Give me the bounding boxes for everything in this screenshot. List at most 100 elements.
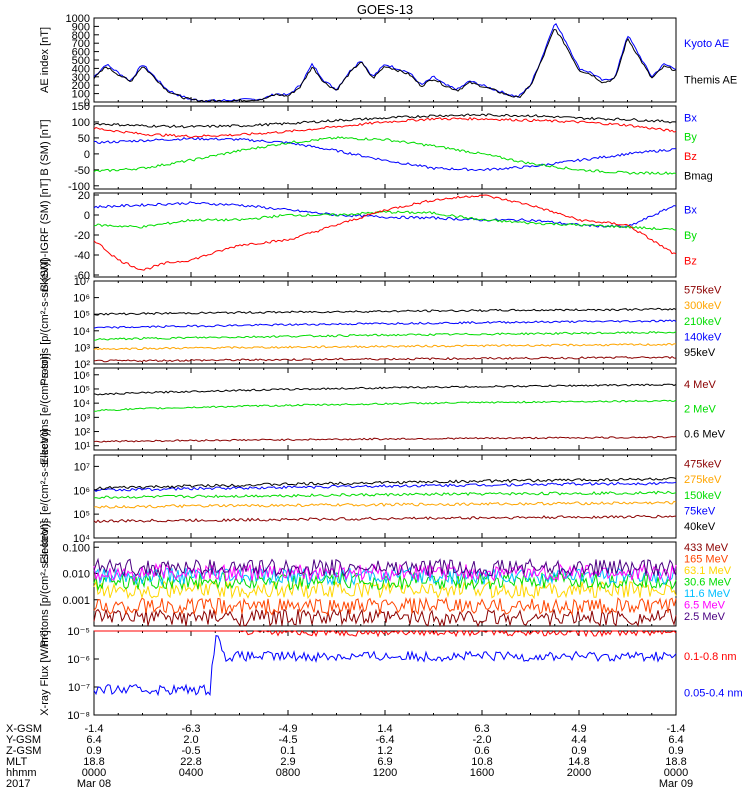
y-tick-label: -50	[74, 165, 90, 177]
series-line-0-05-0-4-nm	[93, 634, 677, 697]
y-tick-label: 0	[84, 149, 90, 161]
panel-frame	[93, 280, 677, 365]
y-tick-label: 1000	[66, 13, 90, 25]
y-tick-label: 0.010	[62, 569, 90, 581]
ephemeris-cell: 6.4	[668, 734, 683, 746]
legend-item: Bz	[684, 151, 697, 163]
ephemeris-cell: Mar 08	[77, 778, 111, 790]
legend-item: Themis AE	[684, 75, 737, 87]
y-tick-label: 10²	[74, 359, 90, 371]
y-tick-label: 300	[72, 72, 90, 84]
series-line-bx	[93, 201, 677, 228]
series-line-575kev	[93, 355, 677, 363]
legend-item: 575keV	[684, 285, 722, 297]
ephemeris-cell: 6.4	[86, 734, 101, 746]
y-tick-label: 10⁻⁵	[67, 626, 90, 638]
y-tick-label: 10⁷	[74, 276, 90, 288]
y-tick-label: 10⁴	[73, 533, 90, 545]
series-line-by	[93, 210, 677, 231]
y-tick-label: 10⁵	[73, 309, 90, 321]
ephemeris-row-label: MLT	[6, 756, 27, 768]
legend-item: 40keV	[684, 521, 716, 533]
panel-8: 10⁻⁸ 10⁻⁷ 10⁻⁶ 10⁻⁵ X-ray Flux [W/m²] 0.1-0.8…	[39, 626, 743, 722]
ephemeris-cell: 1.2	[377, 745, 392, 757]
legend-item: 0.1-0.8 nm	[684, 651, 737, 663]
series-line-bmag	[93, 113, 677, 129]
ephemeris-row-label: X-GSM	[6, 723, 42, 735]
ephemeris-cell: 0.6	[474, 745, 489, 757]
y-tick-label: 100	[72, 89, 90, 101]
legend-item: 165 MeV	[684, 554, 729, 566]
y-tick-label: 0.100	[62, 542, 90, 554]
legend-item: 0.05-0.4 nm	[684, 688, 743, 700]
ephemeris-cell: 4.9	[571, 723, 586, 735]
series-line-by	[93, 136, 677, 176]
legend-item: 11.6 MeV	[684, 588, 731, 600]
ephemeris-cell: -4.9	[279, 723, 298, 735]
panel-frame	[93, 541, 677, 627]
legend-item: Bx	[684, 112, 697, 124]
ephemeris-cell: 6.3	[474, 723, 489, 735]
legend-item: 6.5 MeV	[684, 600, 726, 612]
series-line-kyoto-ae	[93, 23, 677, 103]
series-line-4-mev	[93, 435, 677, 443]
y-tick-label: 500	[72, 55, 90, 67]
y-axis-label: Electrons [e/(cm²-s-sr)]	[39, 353, 51, 465]
y-tick-label: 10⁶	[73, 293, 90, 305]
y-tick-label: 10⁵	[73, 384, 90, 396]
y-tick-label: 10⁵	[73, 509, 90, 521]
y-tick-label: 10⁴	[73, 326, 90, 338]
legend-item: By	[684, 230, 697, 242]
ephemeris-cell: -6.3	[182, 723, 201, 735]
series-line-300kev	[93, 343, 677, 351]
legend-item: 0.6 MeV	[684, 429, 726, 441]
y-tick-label: 600	[72, 47, 90, 59]
ephemeris-cell: 1.4	[377, 723, 392, 735]
y-axis-label: Protons [p/(cm²-s-sr-keV)]	[39, 521, 51, 648]
chart-title: GOES-13	[357, 2, 413, 17]
y-axis-label: B (SM) [nT]	[39, 119, 51, 175]
series-line-210kev	[93, 331, 677, 341]
y-axis-label: AE index [nT]	[39, 27, 51, 93]
ephemeris-cell: -2.0	[473, 734, 492, 746]
y-tick-label: -100	[68, 181, 90, 193]
series-line-bz	[93, 116, 677, 138]
y-tick-label: 400	[72, 63, 90, 75]
y-tick-label: 10⁶	[73, 370, 90, 382]
legend-item: 4 MeV	[684, 379, 716, 391]
y-tick-label: 10³	[74, 342, 90, 354]
panel-frame	[93, 192, 677, 278]
legend-item: Bz	[684, 255, 697, 267]
series-line-140kev	[93, 319, 677, 329]
y-tick-label: 10¹	[74, 441, 90, 453]
series-line-275kev	[93, 500, 677, 509]
ephemeris-cell: 1600	[470, 767, 494, 779]
y-tick-label: -20	[74, 230, 90, 242]
y-tick-label: 200	[72, 80, 90, 92]
ephemeris-cell: Mar 09	[659, 778, 693, 790]
y-tick-label: -40	[74, 250, 90, 262]
ephemeris-cell: 0800	[276, 767, 300, 779]
series-line-themis-ae	[93, 28, 677, 103]
y-axis-label: B (SM)-IGRF (SM) [nT]	[39, 178, 51, 291]
ephemeris-cell: 2.9	[280, 756, 295, 768]
series-line-75kev	[93, 481, 677, 493]
y-tick-label: 900	[72, 21, 90, 33]
ephemeris-cell: 22.8	[180, 756, 201, 768]
panel-3: -60 -40 -20 0 20 B (SM)-IGRF (SM) [nT] Bx By Bz	[39, 178, 697, 291]
y-tick-label: 0.001	[62, 595, 90, 607]
y-tick-label: 10⁻⁶	[67, 654, 90, 666]
y-tick-label: 0	[84, 210, 90, 222]
legend-item: 275keV	[684, 474, 722, 486]
panel-frame	[93, 454, 677, 539]
legend-item: 2 MeV	[684, 404, 716, 416]
ephemeris-row-label: Z-GSM	[6, 745, 41, 757]
ephemeris-row-label: 2017	[6, 778, 30, 790]
y-axis-label: Protons [p/(cm²-s-sr-keV)]	[39, 259, 51, 386]
panel-6: 10⁴ 10⁵ 10⁶ 10⁷ Electrons [e/(cm²-s-sr-keV)]…	[39, 429, 722, 563]
y-axis-label: X-ray Flux [W/m²]	[39, 630, 51, 716]
legend-item: 75keV	[684, 506, 716, 518]
ephemeris-cell: -0.5	[182, 745, 201, 757]
